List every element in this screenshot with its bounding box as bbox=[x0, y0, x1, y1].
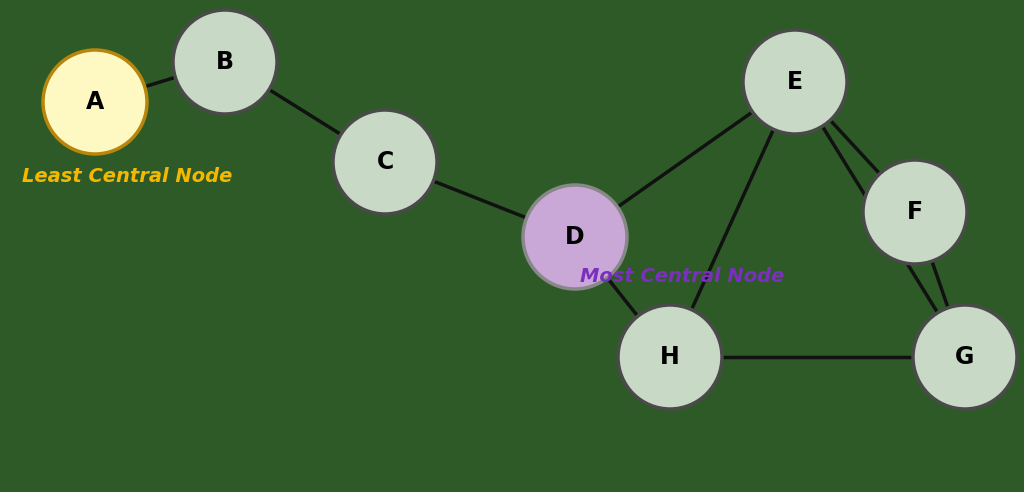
Text: Least Central Node: Least Central Node bbox=[22, 167, 232, 186]
Text: A: A bbox=[86, 90, 104, 114]
Text: C: C bbox=[377, 150, 393, 174]
Circle shape bbox=[863, 160, 967, 264]
Text: D: D bbox=[565, 225, 585, 249]
Text: Most Central Node: Most Central Node bbox=[580, 267, 784, 286]
Text: H: H bbox=[660, 345, 680, 369]
Text: B: B bbox=[216, 50, 234, 74]
Circle shape bbox=[618, 305, 722, 409]
Text: E: E bbox=[786, 70, 803, 94]
Circle shape bbox=[913, 305, 1017, 409]
Circle shape bbox=[743, 30, 847, 134]
Circle shape bbox=[333, 110, 437, 214]
Circle shape bbox=[523, 185, 627, 289]
Text: F: F bbox=[907, 200, 923, 224]
Text: G: G bbox=[955, 345, 975, 369]
Circle shape bbox=[43, 50, 147, 154]
Circle shape bbox=[173, 10, 278, 114]
